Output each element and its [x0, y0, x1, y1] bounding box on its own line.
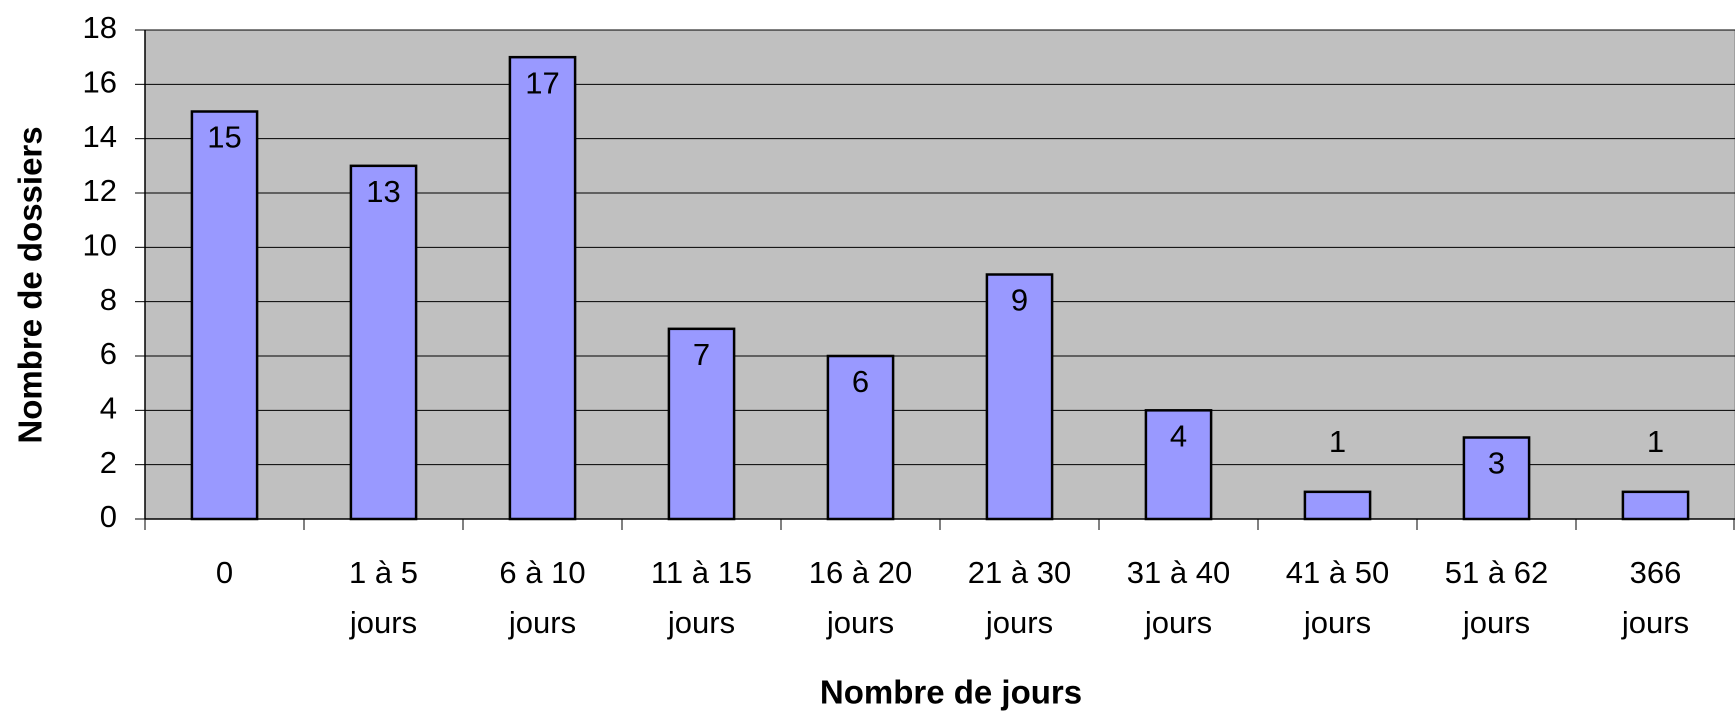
x-tick-label-line: 6 à 10	[499, 555, 585, 590]
x-tick-label: 0	[216, 555, 233, 590]
x-tick-label: 16 à 20 jours	[809, 555, 912, 640]
x-tick-label-line: 0	[216, 555, 233, 590]
data-label: 13	[366, 174, 400, 209]
bar	[826, 354, 895, 521]
data-label: 9	[1011, 283, 1028, 318]
x-tick-label: 31 à 40 jours	[1127, 555, 1230, 640]
x-tick-label: 51 à 62 jours	[1445, 555, 1548, 640]
data-label: 17	[525, 65, 559, 100]
data-label: 3	[1488, 446, 1505, 481]
x-tick-label-line: 366	[1630, 555, 1682, 590]
x-tick-label-line: 1 à 5	[349, 555, 418, 590]
x-tick-label-line: jours	[508, 605, 576, 640]
y-tick-label: 18	[83, 10, 117, 45]
x-tick-label-line: 16 à 20	[809, 555, 912, 590]
x-tick-label-line: 51 à 62	[1445, 555, 1548, 590]
bar	[1144, 409, 1213, 521]
bar	[1303, 490, 1372, 521]
y-tick-label: 8	[100, 282, 117, 317]
data-label: 6	[852, 364, 869, 399]
x-tick-label-line: 41 à 50	[1286, 555, 1389, 590]
x-tick-label: 1 à 5 jours	[349, 555, 418, 640]
y-tick-label: 10	[83, 228, 117, 263]
x-tick-label-line: jours	[826, 605, 894, 640]
x-tick-label: 21 à 30 jours	[968, 555, 1071, 640]
y-axis-title: Nombre de dossiers	[12, 126, 49, 443]
x-tick-label-line: jours	[985, 605, 1053, 640]
data-label: 7	[693, 337, 710, 372]
bar	[349, 164, 418, 521]
x-tick-label-line: jours	[1303, 605, 1371, 640]
x-tick-label-line: jours	[1144, 605, 1212, 640]
y-tick-label: 12	[83, 173, 117, 208]
x-tick-label-line: jours	[349, 605, 417, 640]
data-label: 15	[207, 120, 241, 155]
x-tick-label-line: 11 à 15	[651, 555, 752, 590]
x-tick-label-line: 21 à 30	[968, 555, 1071, 590]
x-tick-label: 41 à 50 jours	[1286, 555, 1389, 640]
bar	[508, 55, 577, 521]
data-label: 1	[1647, 424, 1664, 459]
y-tick-label: 2	[100, 445, 117, 480]
bar	[667, 327, 736, 521]
bar	[190, 110, 259, 521]
y-tick-label: 4	[100, 391, 117, 426]
bar	[985, 273, 1054, 521]
x-tick-label: 6 à 10 jours	[499, 555, 585, 640]
y-tick-label: 6	[100, 336, 117, 371]
y-tick-label: 16	[83, 65, 117, 100]
x-tick-label: 11 à 15 jours	[651, 555, 752, 640]
x-tick-label-line: jours	[1621, 605, 1689, 640]
x-tick-label: 366 jours	[1621, 555, 1689, 640]
x-axis-title: Nombre de jours	[820, 674, 1082, 711]
bar	[1462, 436, 1531, 521]
x-tick-label-line: jours	[667, 605, 735, 640]
x-tick-label-line: jours	[1462, 605, 1530, 640]
x-tick-label-line: 31 à 40	[1127, 555, 1230, 590]
data-label: 1	[1329, 424, 1346, 459]
bar	[1621, 490, 1690, 521]
y-tick-label: 0	[100, 499, 117, 534]
data-label: 4	[1170, 419, 1187, 454]
y-tick-label: 14	[83, 119, 117, 154]
